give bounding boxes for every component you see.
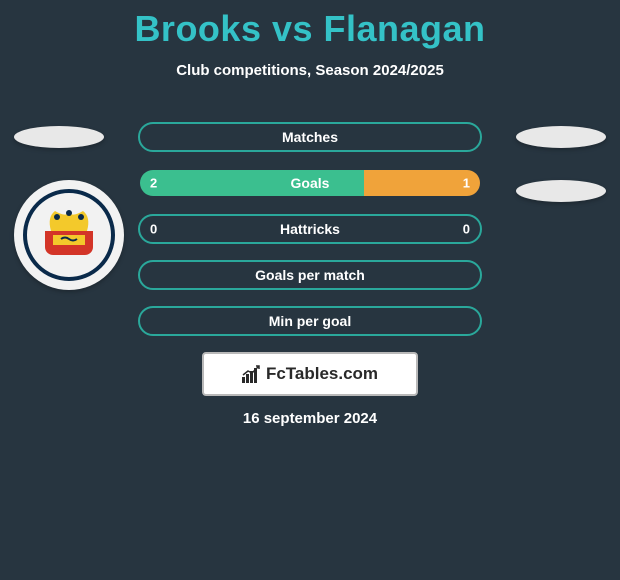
page-subtitle: Club competitions, Season 2024/2025: [0, 62, 620, 79]
bar-value-right: 0: [463, 222, 470, 237]
brand-text: FcTables.com: [266, 364, 378, 384]
bar-label: Min per goal: [269, 313, 351, 329]
bar-goals: 2 1 Goals: [138, 168, 482, 198]
bar-label: Goals per match: [255, 267, 365, 283]
chart-icon: [242, 365, 262, 383]
crest-icon: [21, 187, 117, 283]
player-left-avatar-placeholder: [14, 126, 104, 148]
club-right-badge-placeholder: [516, 180, 606, 202]
bar-value-left: 0: [150, 222, 157, 237]
bar-label: Hattricks: [280, 221, 340, 237]
bar-hattricks: 0 0 Hattricks: [138, 214, 482, 244]
page-date: 16 september 2024: [243, 410, 377, 427]
player-right-avatar-placeholder: [516, 126, 606, 148]
page-title: Brooks vs Flanagan: [0, 0, 620, 50]
bar-label: Goals: [291, 175, 330, 191]
club-left-crest: [14, 180, 124, 290]
brand-box[interactable]: FcTables.com: [202, 352, 418, 396]
comparison-bars: Matches 2 1 Goals 0 0 Hattricks Goals pe…: [138, 122, 482, 352]
bar-min-per-goal: Min per goal: [138, 306, 482, 336]
bar-value-right: 1: [463, 176, 470, 191]
bar-fill-left: [140, 170, 364, 196]
bar-matches: Matches: [138, 122, 482, 152]
bar-label: Matches: [282, 129, 338, 145]
bar-goals-per-match: Goals per match: [138, 260, 482, 290]
bar-value-left: 2: [150, 176, 157, 191]
